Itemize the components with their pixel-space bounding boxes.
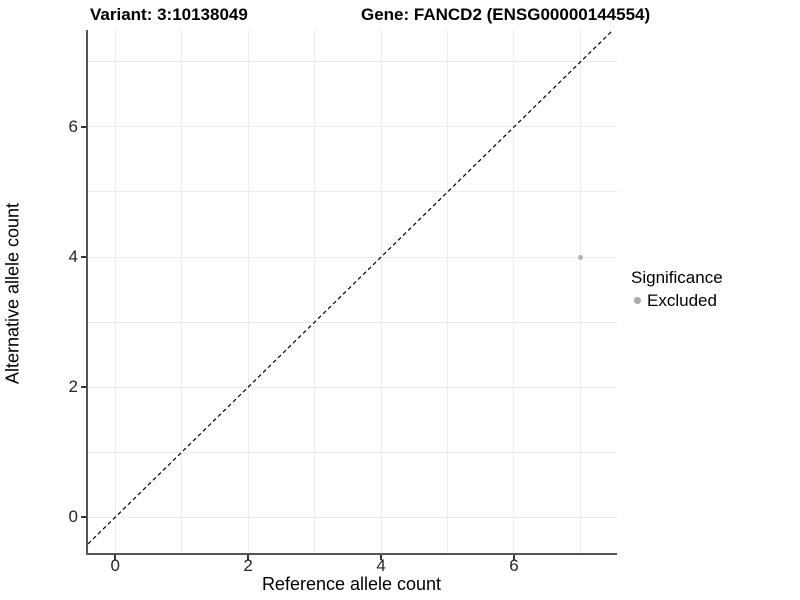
gridline-vertical: [447, 30, 449, 553]
x-axis-tick-label: 0: [110, 556, 120, 575]
plot-area: [87, 29, 617, 553]
legend-point-icon: [634, 297, 641, 304]
gridline-vertical: [314, 30, 316, 553]
gridline-vertical: [579, 30, 581, 553]
plot-title-gene: Gene: FANCD2 (ENSG00000144554): [361, 5, 651, 24]
x-axis-tick: [512, 555, 515, 560]
gridline-horizontal: [88, 256, 617, 258]
gridline-horizontal: [88, 451, 617, 453]
gridline-vertical: [380, 30, 382, 553]
gridline-horizontal: [88, 321, 617, 323]
x-axis-tick-label: 4: [376, 556, 386, 575]
y-axis-tick: [81, 256, 86, 259]
plot-title-variant: Variant: 3:10138049: [90, 5, 248, 24]
y-axis-tick: [81, 386, 86, 389]
legend-item-excluded: Excluded: [631, 291, 723, 310]
y-axis-tick-label: 0: [68, 507, 78, 527]
y-axis-tick-label: 4: [68, 247, 78, 267]
gridline-vertical: [513, 30, 515, 553]
y-axis-tick: [81, 516, 86, 519]
x-axis-tick: [380, 555, 383, 560]
gridline-horizontal: [88, 126, 617, 128]
gridline-horizontal: [88, 191, 617, 193]
legend-title: Significance: [631, 268, 723, 287]
x-axis-tick-label: 2: [243, 556, 253, 575]
x-axis-tick-label: 6: [509, 556, 519, 575]
gridline-horizontal: [88, 386, 617, 388]
gridline-horizontal: [88, 516, 617, 518]
legend: Significance Excluded: [631, 267, 723, 310]
y-axis-tick-label: 2: [68, 377, 78, 397]
gridline-horizontal: [88, 61, 617, 63]
y-axis-tick: [81, 125, 86, 128]
gridline-vertical: [181, 30, 183, 553]
x-axis-title: Reference allele count: [261, 574, 442, 594]
y-axis-title: Alternative allele count: [2, 202, 23, 385]
legend-item-label: Excluded: [647, 291, 717, 310]
identity-reference-line: [87, 29, 614, 545]
y-axis-tick-label: 6: [68, 116, 78, 136]
gridline-vertical: [247, 30, 249, 553]
plot-panel: [86, 29, 617, 555]
x-axis-tick: [114, 555, 117, 560]
x-axis-tick: [247, 555, 250, 560]
gridline-vertical: [114, 30, 116, 553]
scatter-point: [577, 254, 583, 260]
